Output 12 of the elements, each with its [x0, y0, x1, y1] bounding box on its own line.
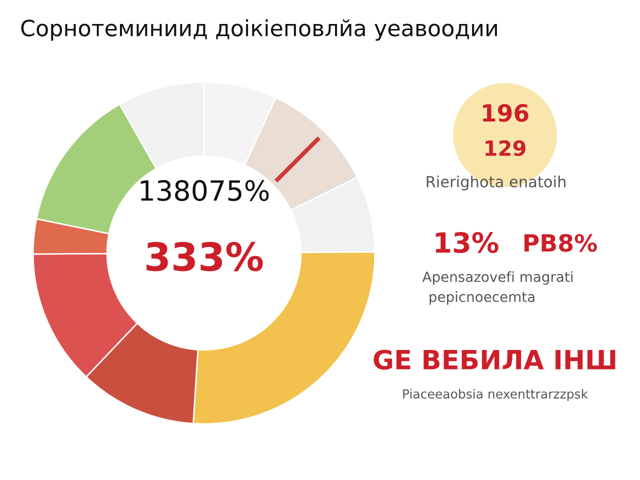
text: РВ8%: [524, 234, 597, 252]
text: Apensazovefi magrati: [422, 271, 572, 285]
text: 138075%: [140, 180, 269, 202]
text: 196: [483, 104, 528, 122]
text: 129: [486, 140, 526, 156]
text: 13%: [436, 232, 498, 254]
text: 333%: [146, 242, 263, 272]
text: Rierighota enatoih: [426, 176, 566, 190]
chart-title: Сорнотеминиид доікіеповлйа уеавоодии: [21, 19, 497, 41]
text: GE ВЕБИЛА IНШ: [374, 350, 616, 370]
text: pepicnoecemta: [430, 291, 534, 305]
text: Piaceeaobsia nexenttrarzzpsk: [403, 388, 588, 402]
